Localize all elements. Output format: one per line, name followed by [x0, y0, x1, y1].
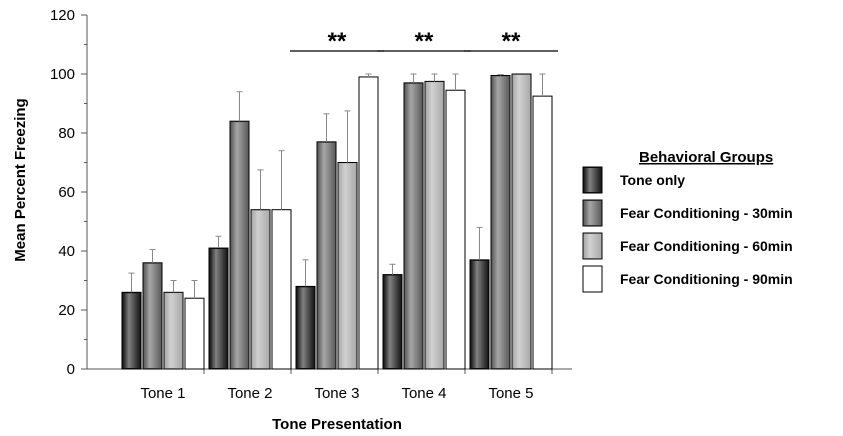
- bar-highlight: [186, 299, 203, 368]
- y-tick-label: 40: [58, 243, 75, 260]
- y-tick-label: 100: [50, 66, 75, 83]
- significance-annotations: ** ** **: [290, 28, 558, 55]
- bar-highlight: [165, 293, 182, 368]
- bar: [382, 274, 403, 370]
- legend-item: Fear Conditioning - 60min: [582, 232, 793, 260]
- y-tick-label: 0: [67, 361, 75, 378]
- x-tick-label: Tone 3: [314, 385, 359, 402]
- legend-label: Fear Conditioning - 60min: [620, 238, 793, 254]
- legend-item: Fear Conditioning - 30min: [582, 199, 793, 227]
- bar-highlight: [360, 77, 377, 368]
- bar-highlight: [405, 83, 422, 368]
- x-tick-label: Tone 5: [488, 385, 533, 402]
- bar-highlight: [273, 210, 290, 368]
- x-tick-label: Tone 4: [401, 385, 446, 402]
- bar: [337, 162, 358, 370]
- bar: [445, 89, 466, 370]
- bar-highlight: [144, 263, 161, 368]
- bar: [511, 73, 532, 370]
- bar: [163, 291, 184, 370]
- bar-highlight: [513, 75, 530, 368]
- bar-highlight: [471, 260, 488, 368]
- significance-mark: **: [415, 28, 434, 55]
- y-axis-title: Mean Percent Freezing: [12, 98, 29, 261]
- bar-highlight: [492, 76, 509, 368]
- bar: [532, 95, 553, 370]
- bar: [229, 120, 250, 370]
- bar: [358, 76, 379, 370]
- bars: [121, 73, 553, 370]
- bar-highlight: [297, 287, 314, 368]
- x-tick-label: Tone 2: [227, 385, 272, 402]
- y-tick-label: 60: [58, 184, 75, 201]
- bar: [403, 82, 424, 370]
- legend-swatch-highlight: [584, 168, 601, 192]
- bar-highlight: [123, 293, 140, 368]
- bar-highlight: [231, 122, 248, 368]
- legend-label: Fear Conditioning - 90min: [620, 271, 793, 287]
- bar: [424, 80, 445, 370]
- bar: [469, 259, 490, 370]
- bar-highlight: [339, 163, 356, 368]
- bar-highlight: [534, 97, 551, 368]
- bar: [121, 291, 142, 370]
- bar: [142, 262, 163, 370]
- legend-swatch-highlight: [584, 234, 601, 258]
- y-tick-label: 80: [58, 125, 75, 142]
- error-bars: [128, 73, 546, 299]
- significance-mark: **: [502, 28, 521, 55]
- bar: [295, 285, 316, 370]
- legend-item: Tone only: [582, 166, 685, 194]
- bar: [184, 297, 205, 370]
- legend-swatch-highlight: [584, 201, 601, 225]
- legend: Behavioral Groups Tone only Fear Conditio…: [582, 149, 793, 293]
- x-tick-label: Tone 1: [140, 385, 185, 402]
- legend-swatch-highlight: [584, 267, 601, 291]
- y-tick-label: 120: [50, 7, 75, 24]
- bar-highlight: [210, 249, 227, 368]
- legend-label: Tone only: [620, 172, 685, 188]
- bar: [490, 74, 511, 370]
- y-tick-label: 20: [58, 302, 75, 319]
- bar-highlight: [318, 142, 335, 368]
- legend-title: Behavioral Groups: [639, 149, 773, 166]
- bar-highlight: [384, 275, 401, 368]
- legend-label: Fear Conditioning - 30min: [620, 205, 793, 221]
- bar-highlight: [447, 91, 464, 368]
- x-axis-title: Tone Presentation: [272, 416, 402, 433]
- axes: 0 20 40 60 80 100 120 Tone 1 Tone 2 Tone 3 Tone 4 T…: [50, 7, 572, 402]
- bar: [271, 209, 292, 370]
- bar-highlight: [252, 210, 269, 368]
- bar: [316, 141, 337, 370]
- significance-mark: **: [328, 28, 347, 55]
- bar-highlight: [426, 82, 443, 368]
- bar: [208, 247, 229, 370]
- legend-item: Fear Conditioning - 90min: [582, 265, 793, 293]
- bar: [250, 209, 271, 370]
